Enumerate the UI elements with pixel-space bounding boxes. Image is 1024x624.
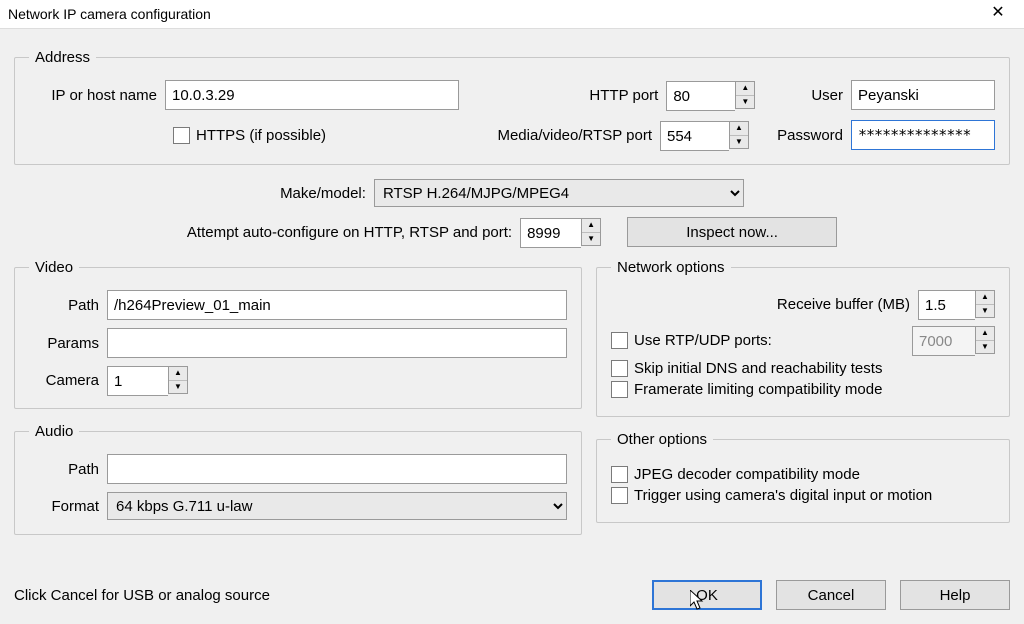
- password-label: Password: [773, 127, 843, 144]
- chevron-down-icon[interactable]: ▼: [582, 233, 600, 246]
- network-options-group: Network options Receive buffer (MB) ▲▼ U…: [596, 259, 1010, 417]
- camera-input[interactable]: [107, 366, 168, 396]
- video-path-input[interactable]: [107, 290, 567, 320]
- chevron-down-icon: ▼: [976, 341, 994, 354]
- skip-dns-label: Skip initial DNS and reachability tests: [634, 360, 882, 377]
- user-input[interactable]: [851, 80, 995, 110]
- network-legend: Network options: [611, 259, 731, 276]
- titlebar: Network IP camera configuration ✕: [0, 0, 1024, 29]
- jpeg-checkbox-row[interactable]: JPEG decoder compatibility mode: [611, 466, 995, 483]
- address-legend: Address: [29, 49, 96, 66]
- rtsp-port-spinner[interactable]: ▲▼: [660, 121, 749, 149]
- dialog-body: Address IP or host name HTTP port ▲▼ Use…: [0, 29, 1024, 559]
- https-checkbox[interactable]: [173, 127, 190, 144]
- spinner-buttons[interactable]: ▲▼: [581, 218, 601, 246]
- help-button[interactable]: Help: [900, 580, 1010, 610]
- audio-group: Audio Path Format 64 kbps G.711 u-law: [14, 423, 582, 535]
- audio-path-label: Path: [29, 461, 99, 478]
- jpeg-label: JPEG decoder compatibility mode: [634, 466, 860, 483]
- https-label: HTTPS (if possible): [196, 127, 326, 144]
- inspect-now-button[interactable]: Inspect now...: [627, 217, 837, 247]
- chevron-up-icon[interactable]: ▲: [730, 122, 748, 136]
- spinner-buttons: ▲▼: [975, 326, 995, 354]
- trigger-checkbox-row[interactable]: Trigger using camera's digital input or …: [611, 487, 995, 504]
- chevron-down-icon[interactable]: ▼: [976, 305, 994, 318]
- ip-input[interactable]: [165, 80, 459, 110]
- chevron-up-icon[interactable]: ▲: [582, 219, 600, 233]
- receive-buffer-label: Receive buffer (MB): [777, 296, 910, 313]
- framerate-checkbox[interactable]: [611, 381, 628, 398]
- rtsp-port-input[interactable]: [660, 121, 729, 151]
- chevron-down-icon[interactable]: ▼: [730, 136, 748, 149]
- chevron-down-icon[interactable]: ▼: [169, 381, 187, 394]
- chevron-up-icon: ▲: [976, 327, 994, 341]
- user-label: User: [811, 87, 843, 104]
- video-legend: Video: [29, 259, 79, 276]
- video-path-label: Path: [29, 297, 99, 314]
- rtp-port-spinner[interactable]: ▲▼: [912, 326, 995, 354]
- ok-button[interactable]: OK: [652, 580, 762, 610]
- chevron-down-icon[interactable]: ▼: [736, 96, 754, 109]
- receive-buffer-spinner[interactable]: ▲▼: [918, 290, 995, 318]
- jpeg-checkbox[interactable]: [611, 466, 628, 483]
- http-port-label: HTTP port: [589, 87, 658, 104]
- rtsp-port-label: Media/video/RTSP port: [497, 127, 652, 144]
- rtp-checkbox-row[interactable]: Use RTP/UDP ports:: [611, 332, 772, 349]
- framerate-checkbox-row[interactable]: Framerate limiting compatibility mode: [611, 381, 995, 398]
- rtp-label: Use RTP/UDP ports:: [634, 332, 772, 349]
- chevron-up-icon[interactable]: ▲: [169, 367, 187, 381]
- password-input[interactable]: [851, 120, 995, 150]
- rtp-checkbox[interactable]: [611, 332, 628, 349]
- skip-dns-checkbox[interactable]: [611, 360, 628, 377]
- http-port-spinner[interactable]: ▲▼: [666, 81, 755, 109]
- skip-dns-checkbox-row[interactable]: Skip initial DNS and reachability tests: [611, 360, 995, 377]
- ip-label: IP or host name: [29, 87, 157, 104]
- camera-spinner[interactable]: ▲▼: [107, 366, 188, 394]
- framerate-label: Framerate limiting compatibility mode: [634, 381, 882, 398]
- auto-configure-label: Attempt auto-configure on HTTP, RTSP and…: [187, 224, 512, 241]
- https-checkbox-row[interactable]: HTTPS (if possible): [173, 127, 326, 144]
- audio-path-input[interactable]: [107, 454, 567, 484]
- http-port-input[interactable]: [666, 81, 735, 111]
- spinner-buttons[interactable]: ▲▼: [168, 366, 188, 394]
- close-icon[interactable]: ✕: [978, 2, 1018, 26]
- receive-buffer-input[interactable]: [918, 290, 975, 320]
- other-options-group: Other options JPEG decoder compatibility…: [596, 431, 1010, 523]
- cancel-button[interactable]: Cancel: [776, 580, 886, 610]
- rtp-port-input: [912, 326, 975, 356]
- auto-port-spinner[interactable]: ▲▼: [520, 218, 601, 246]
- audio-format-select[interactable]: 64 kbps G.711 u-law: [107, 492, 567, 520]
- chevron-up-icon[interactable]: ▲: [976, 291, 994, 305]
- video-params-input[interactable]: [107, 328, 567, 358]
- make-model-label: Make/model:: [280, 185, 366, 202]
- trigger-checkbox[interactable]: [611, 487, 628, 504]
- spinner-buttons[interactable]: ▲▼: [729, 121, 749, 149]
- dialog-footer: Click Cancel for USB or analog source OK…: [14, 580, 1010, 610]
- other-legend: Other options: [611, 431, 713, 448]
- audio-legend: Audio: [29, 423, 79, 440]
- video-group: Video Path Params Camera ▲▼: [14, 259, 582, 409]
- make-model-select[interactable]: RTSP H.264/MJPG/MPEG4: [374, 179, 744, 207]
- address-group: Address IP or host name HTTP port ▲▼ Use…: [14, 49, 1010, 165]
- video-params-label: Params: [29, 335, 99, 352]
- chevron-up-icon[interactable]: ▲: [736, 82, 754, 96]
- footer-hint: Click Cancel for USB or analog source: [14, 587, 270, 604]
- audio-format-label: Format: [29, 498, 99, 515]
- spinner-buttons[interactable]: ▲▼: [735, 81, 755, 109]
- auto-port-input[interactable]: [520, 218, 581, 248]
- video-camera-label: Camera: [29, 372, 99, 389]
- window-title: Network IP camera configuration: [8, 6, 211, 22]
- trigger-label: Trigger using camera's digital input or …: [634, 487, 932, 504]
- spinner-buttons[interactable]: ▲▼: [975, 290, 995, 318]
